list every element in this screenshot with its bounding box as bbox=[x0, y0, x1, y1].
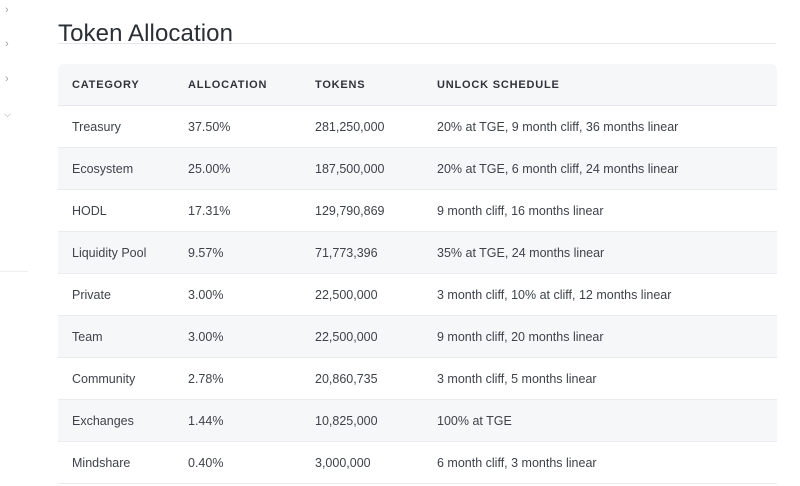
cell-allocation: 9.57% bbox=[188, 245, 224, 260]
cell-allocation: 1.44% bbox=[188, 413, 224, 428]
sidebar-divider bbox=[0, 271, 28, 272]
cell-unlock-schedule: 6 month cliff, 3 months linear bbox=[437, 455, 597, 470]
cell-allocation: 37.50% bbox=[188, 119, 231, 134]
cell-category: Mindshare bbox=[72, 455, 131, 470]
cell-unlock-schedule: 9 month cliff, 20 months linear bbox=[437, 329, 604, 344]
cell-unlock-schedule: 100% at TGE bbox=[437, 413, 512, 428]
cell-unlock-schedule: 20% at TGE, 9 month cliff, 36 months lin… bbox=[437, 119, 679, 134]
cell-tokens: 20,860,735 bbox=[315, 371, 378, 386]
cell-unlock-schedule: 20% at TGE, 6 month cliff, 24 months lin… bbox=[437, 161, 679, 176]
cell-allocation: 3.00% bbox=[188, 287, 224, 302]
cell-allocation: 25.00% bbox=[188, 161, 231, 176]
cell-category: Team bbox=[72, 329, 103, 344]
cell-allocation: 17.31% bbox=[188, 203, 231, 218]
table-row: HODL 17.31% 129,790,869 9 month cliff, 16 m… bbox=[58, 190, 777, 232]
cell-tokens: 22,500,000 bbox=[315, 329, 378, 344]
cell-tokens: 3,000,000 bbox=[315, 455, 371, 470]
cell-category: Exchanges bbox=[72, 413, 134, 428]
table-row: Liquidity Pool 9.57% 71,773,396 35% at TGE,… bbox=[58, 232, 777, 274]
table-body: Treasury 37.50% 281,250,000 20% at TGE, 9 m… bbox=[58, 106, 777, 484]
table-row: Mindshare 0.40% 3,000,000 6 month cliff, 3 … bbox=[58, 442, 777, 484]
chevron-right-icon[interactable]: › bbox=[5, 73, 9, 85]
header-tokens: TOKENS bbox=[315, 78, 366, 91]
page-title: Token Allocation bbox=[58, 20, 234, 48]
cell-allocation: 3.00% bbox=[188, 329, 224, 344]
cell-tokens: 281,250,000 bbox=[315, 119, 385, 134]
table-row: Private 3.00% 22,500,000 3 month cliff, 10%… bbox=[58, 274, 777, 316]
cell-category: Liquidity Pool bbox=[72, 245, 147, 260]
table-row: Treasury 37.50% 281,250,000 20% at TGE, 9 m… bbox=[58, 106, 777, 148]
chevron-right-icon[interactable]: › bbox=[5, 38, 9, 50]
cell-unlock-schedule: 9 month cliff, 16 months linear bbox=[437, 203, 604, 218]
cell-unlock-schedule: 35% at TGE, 24 months linear bbox=[437, 245, 605, 260]
sidebar-nav: › › › ⌵ bbox=[0, 0, 30, 486]
cell-allocation: 0.40% bbox=[188, 455, 224, 470]
cell-tokens: 22,500,000 bbox=[315, 287, 378, 302]
table-row: Team 3.00% 22,500,000 9 month cliff, 20 mon… bbox=[58, 316, 777, 358]
cell-tokens: 10,825,000 bbox=[315, 413, 378, 428]
chevron-down-icon[interactable]: ⌵ bbox=[4, 109, 11, 119]
cell-category: Private bbox=[72, 287, 111, 302]
header-allocation: ALLOCATION bbox=[188, 78, 268, 91]
table-header: CATEGORY ALLOCATION TOKENS UNLOCK SCHEDU… bbox=[58, 64, 777, 106]
header-unlock-schedule: UNLOCK SCHEDULE bbox=[437, 78, 560, 91]
table-row: Exchanges 1.44% 10,825,000 100% at TGE bbox=[58, 400, 777, 442]
chevron-right-icon[interactable]: › bbox=[5, 4, 9, 16]
cell-unlock-schedule: 3 month cliff, 5 months linear bbox=[437, 371, 597, 386]
cell-tokens: 187,500,000 bbox=[315, 161, 385, 176]
header-category: CATEGORY bbox=[72, 78, 140, 91]
cell-category: HODL bbox=[72, 203, 107, 218]
cell-category: Ecosystem bbox=[72, 161, 134, 176]
cell-category: Community bbox=[72, 371, 136, 386]
cell-tokens: 71,773,396 bbox=[315, 245, 378, 260]
cell-tokens: 129,790,869 bbox=[315, 203, 385, 218]
cell-category: Treasury bbox=[72, 119, 121, 134]
table-row: Community 2.78% 20,860,735 3 month cliff, 5… bbox=[58, 358, 777, 400]
token-allocation-table: CATEGORY ALLOCATION TOKENS UNLOCK SCHEDU… bbox=[58, 64, 777, 484]
table-row: Ecosystem 25.00% 187,500,000 20% at TGE, 6 … bbox=[58, 148, 777, 190]
cell-unlock-schedule: 3 month cliff, 10% at cliff, 12 months l… bbox=[437, 287, 672, 302]
cell-allocation: 2.78% bbox=[188, 371, 224, 386]
title-divider bbox=[58, 43, 776, 44]
